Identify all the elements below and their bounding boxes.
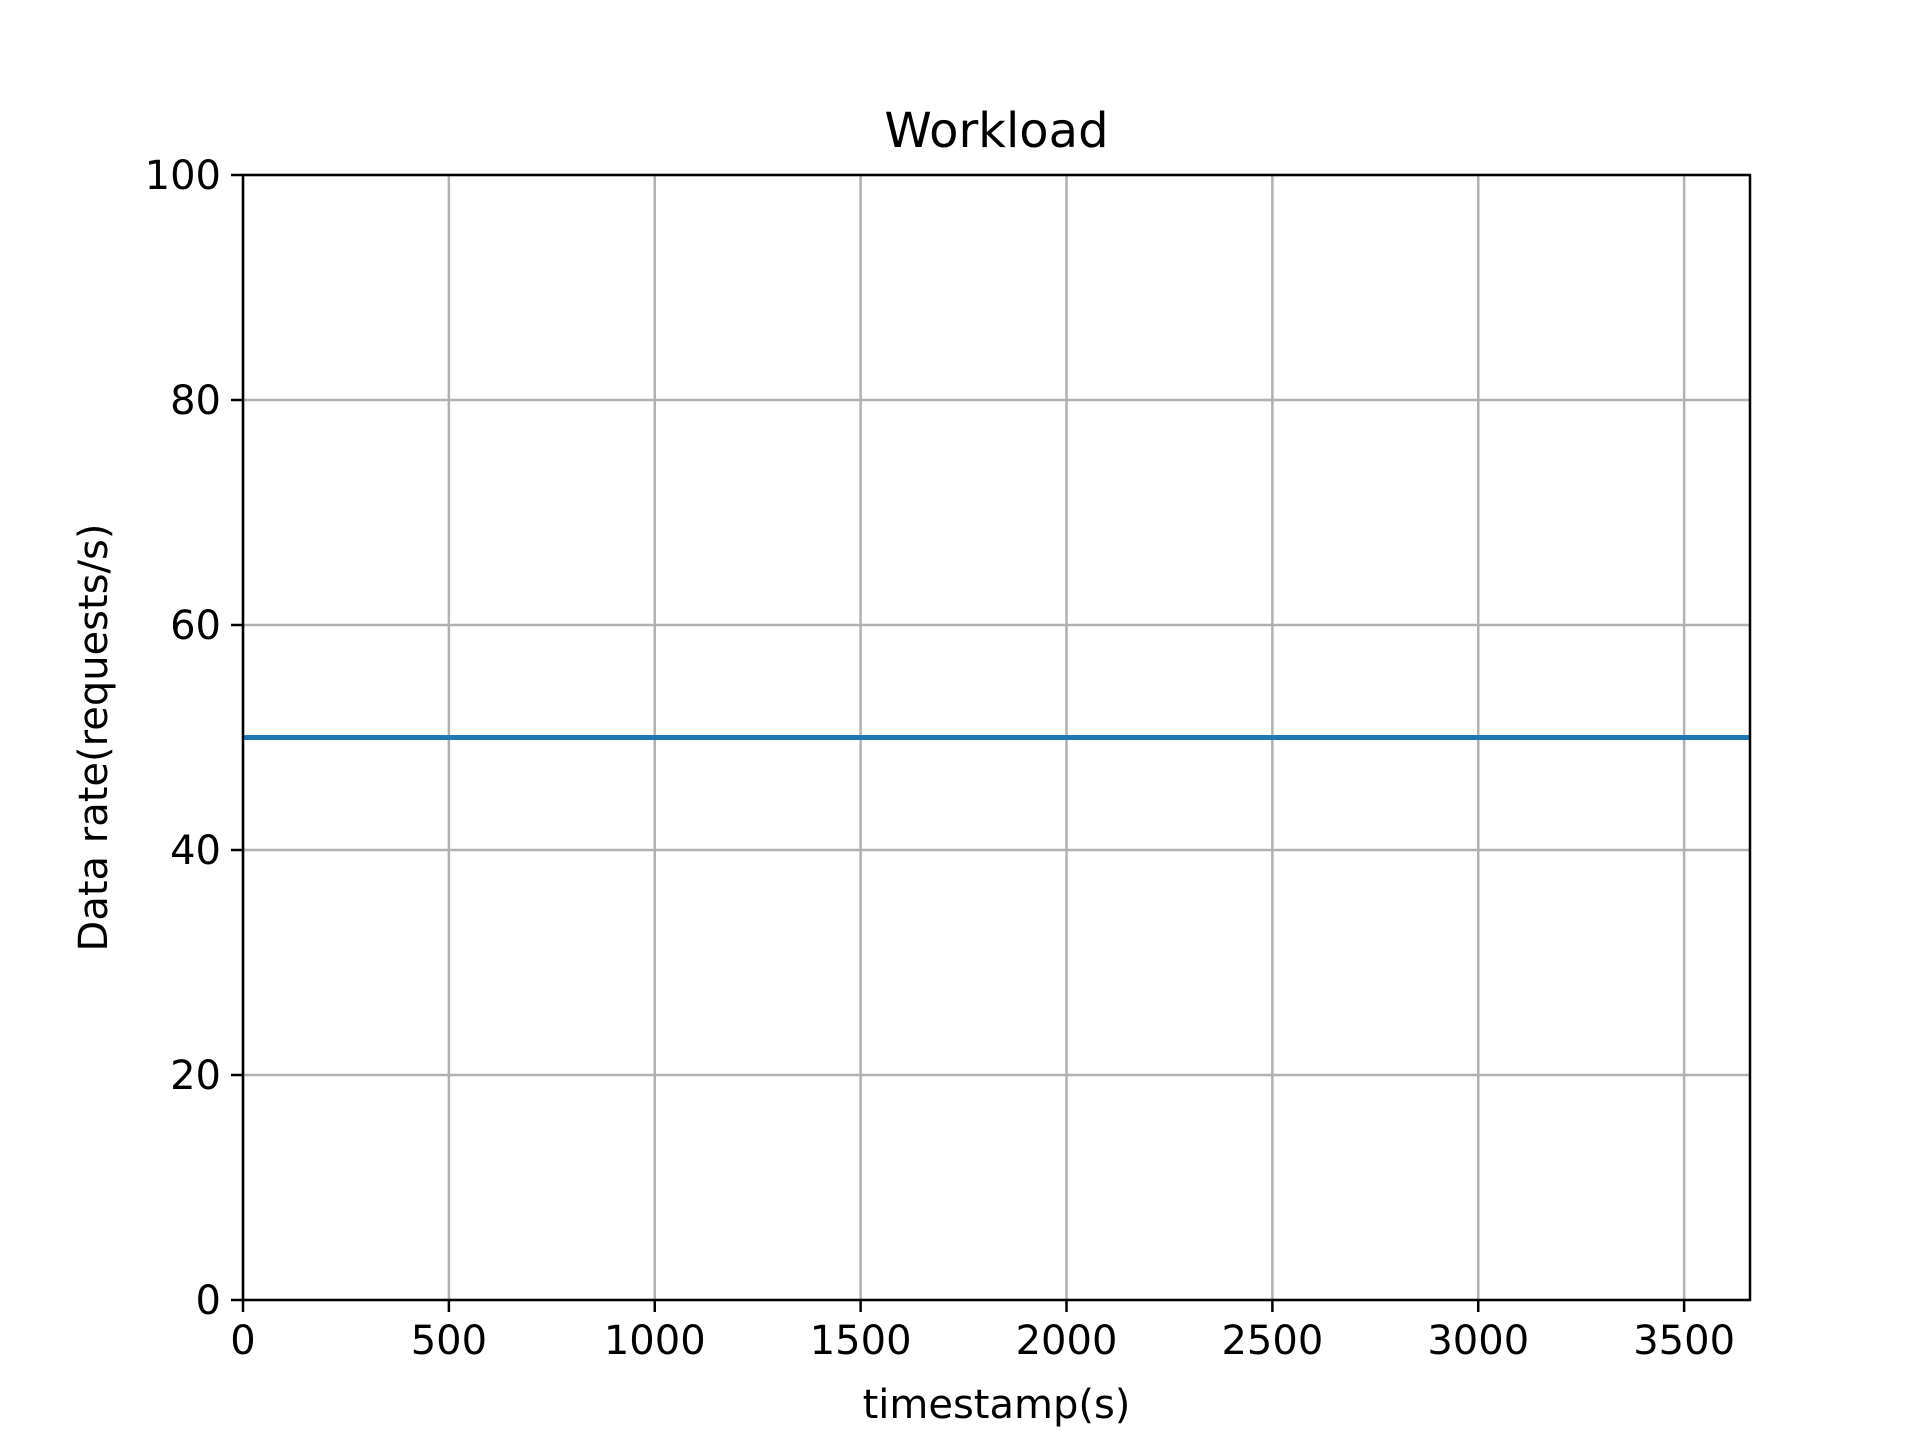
x-tick-label: 3000 bbox=[1427, 1318, 1529, 1364]
x-axis-label: timestamp(s) bbox=[863, 1382, 1131, 1428]
x-tick-label: 2500 bbox=[1221, 1318, 1323, 1364]
ticks-layer: 0 500 1000 1500 2000 2500 3000 3500 0 20 40 60 80 100 bbox=[145, 153, 1735, 1364]
x-tick-label: 500 bbox=[411, 1318, 487, 1364]
plot-frame bbox=[241, 173, 1752, 1302]
y-tick-label: 80 bbox=[170, 378, 221, 424]
y-tick-label: 20 bbox=[170, 1053, 221, 1099]
x-tick-label: 0 bbox=[230, 1318, 255, 1364]
y-tick-label: 40 bbox=[170, 828, 221, 874]
y-tick-label: 0 bbox=[196, 1278, 221, 1324]
chart-title: Workload bbox=[884, 103, 1108, 159]
x-tick-label: 1000 bbox=[604, 1318, 706, 1364]
x-tick-label: 1500 bbox=[810, 1318, 912, 1364]
y-tick-label: 60 bbox=[170, 603, 221, 649]
y-tick-label: 100 bbox=[145, 153, 221, 199]
x-tick-label: 3500 bbox=[1633, 1318, 1735, 1364]
x-tick-label: 2000 bbox=[1016, 1318, 1118, 1364]
y-axis-label: Data rate(requests/s) bbox=[71, 524, 117, 952]
